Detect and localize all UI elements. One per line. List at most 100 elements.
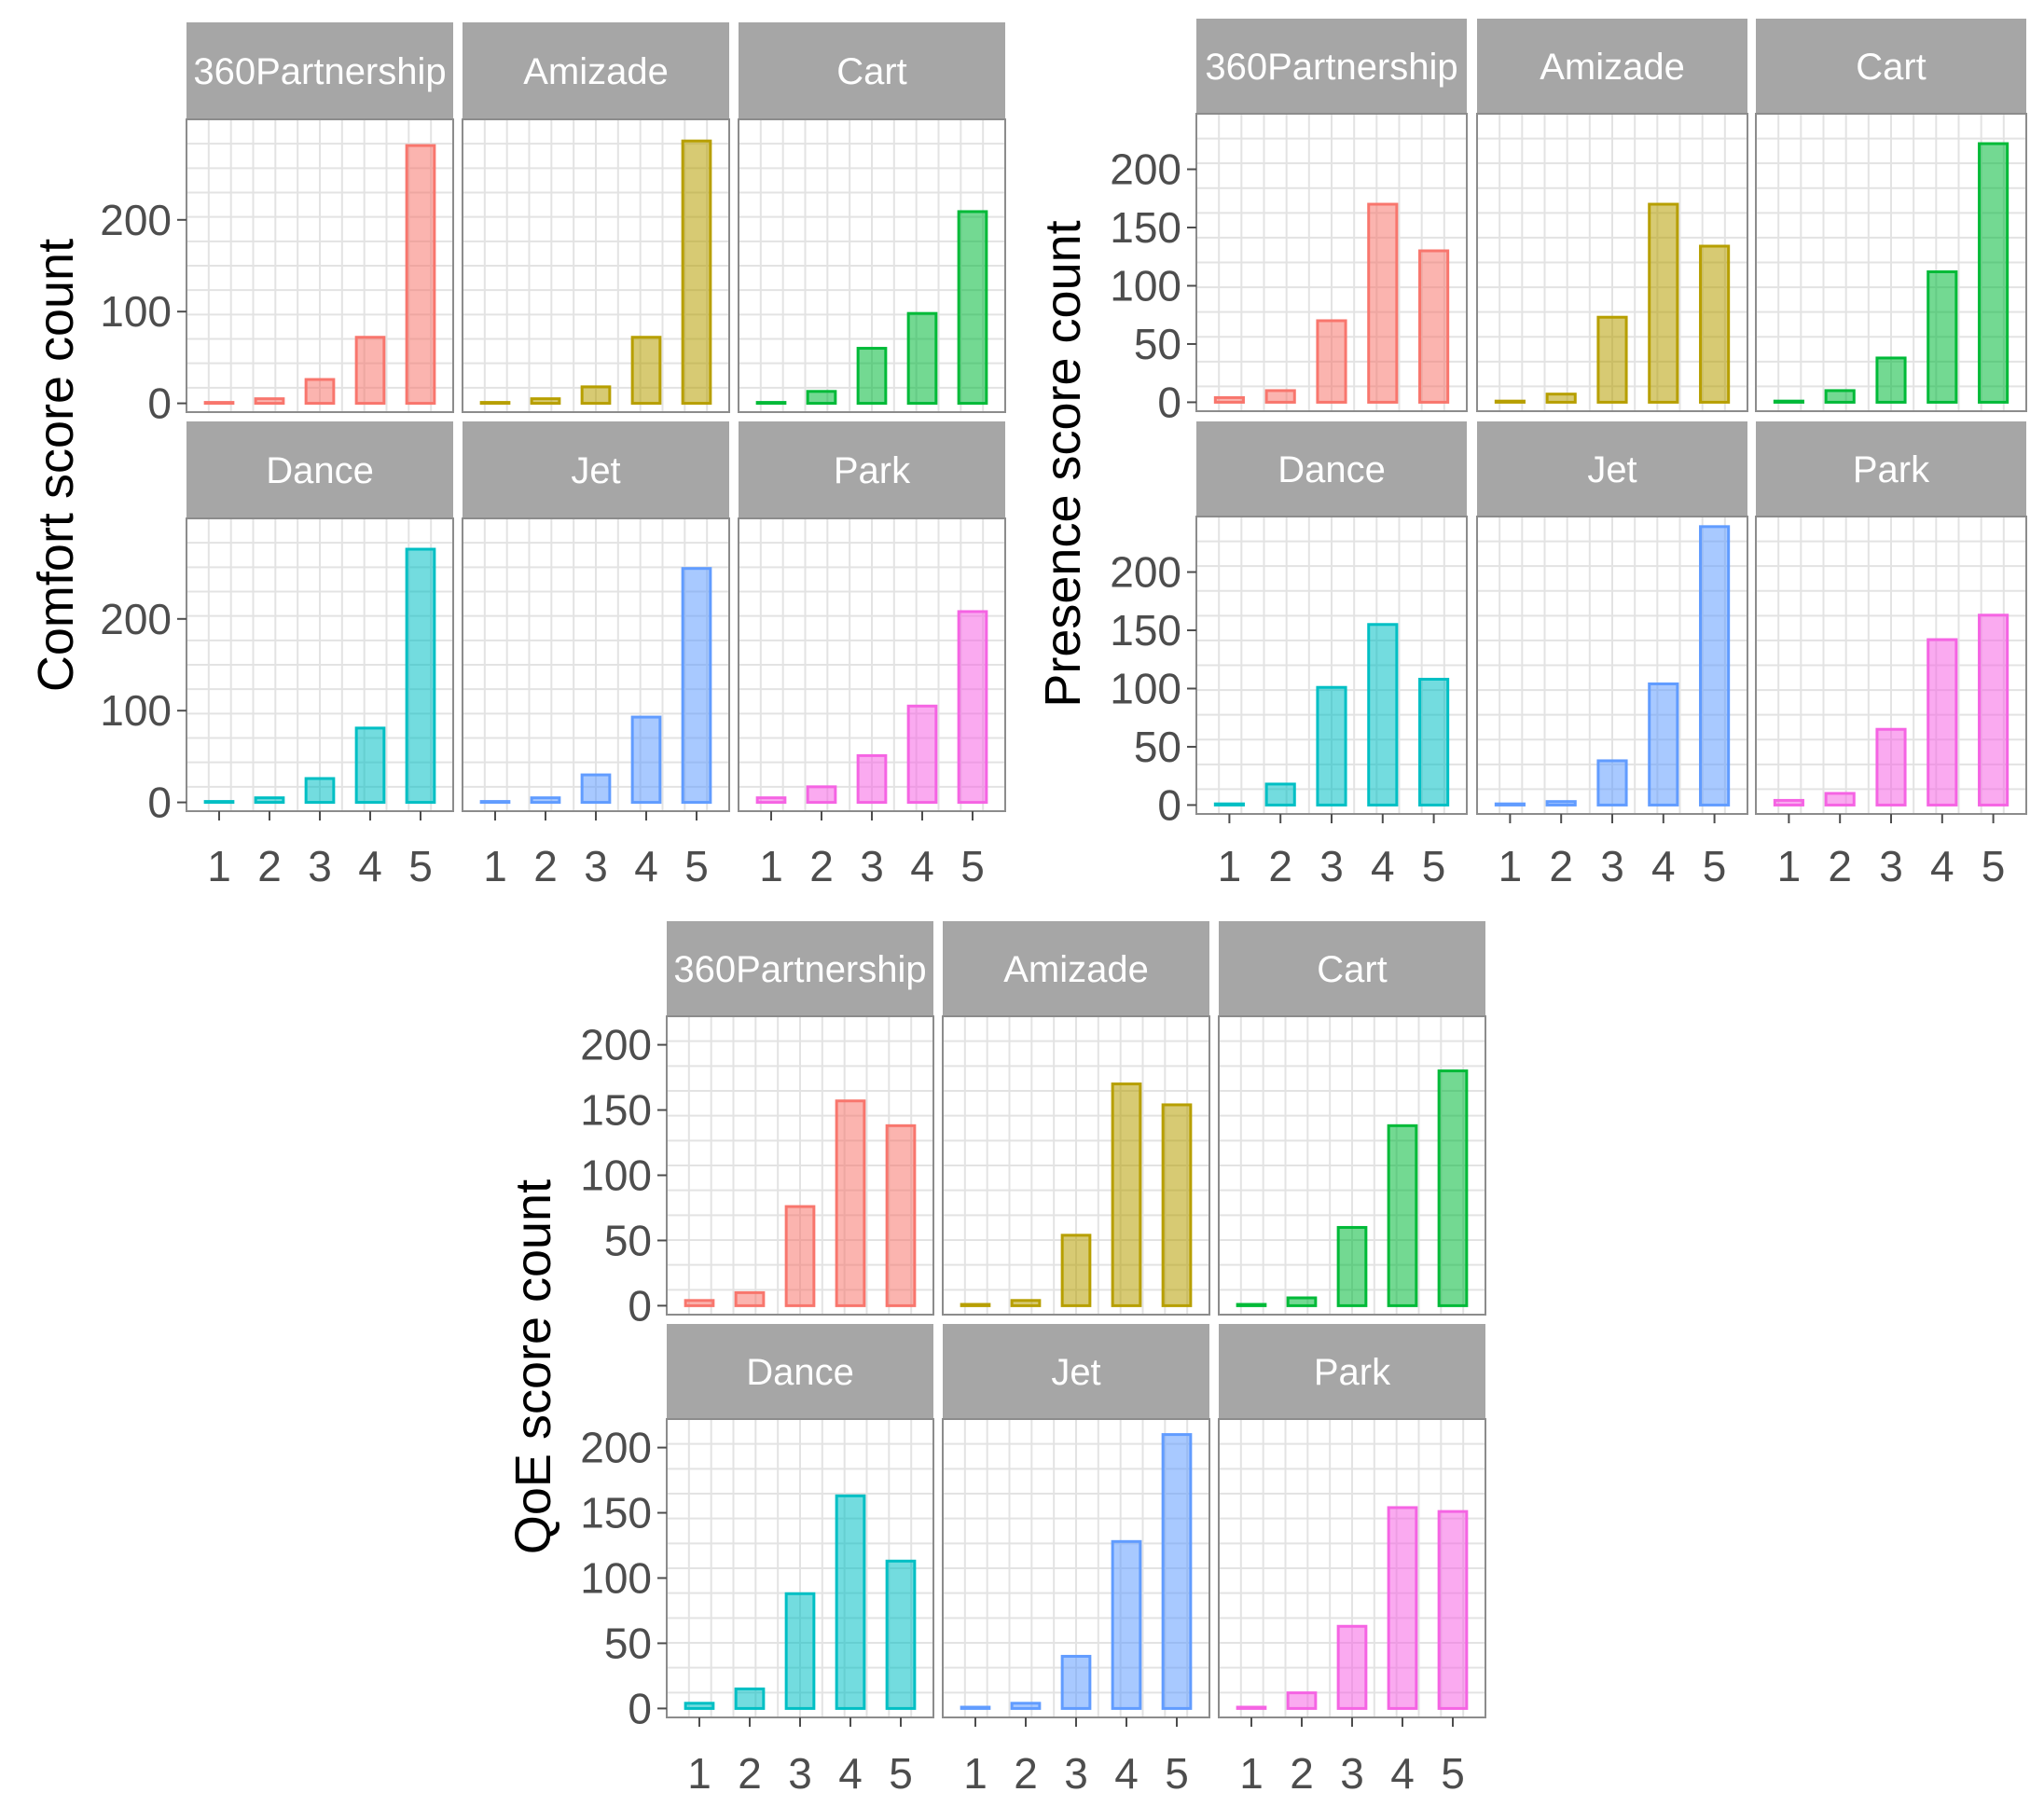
facet-panel: Park 1 2 3 4 5: [1218, 1324, 1486, 1798]
facet-strip-label: 360Partnership: [193, 51, 446, 92]
facet-strip-label: Amizade: [1003, 949, 1149, 990]
bar: [530, 397, 561, 406]
bar: [1387, 1506, 1418, 1710]
bar: [254, 397, 285, 406]
bar: [1927, 269, 1958, 404]
x-tick-label: 2: [738, 1749, 762, 1798]
facet-strip: [1756, 421, 2026, 517]
bar: [354, 726, 386, 805]
x-tick-label: 1: [759, 842, 783, 890]
bar: [1286, 1691, 1318, 1710]
bar: [1773, 399, 1804, 404]
bar: [1213, 395, 1245, 404]
x-tick-label: 1: [1777, 842, 1802, 890]
y-tick-label: 100: [100, 686, 172, 735]
facet-strip-label: 360Partnership: [673, 949, 926, 990]
bar: [1236, 1303, 1267, 1307]
x-tick-label: 1: [483, 842, 507, 890]
bar: [1264, 389, 1296, 404]
x-tick-label: 5: [684, 842, 709, 890]
chart-layer: 360Partnership 0 100 200 Amizade Cart Dance 0 10…: [28, 19, 2027, 1798]
bar: [835, 1099, 866, 1307]
x-tick-label: 3: [788, 1749, 812, 1798]
x-tick-label: 5: [1441, 1749, 1465, 1798]
facet-panel: 360Partnership 0 50 100 150 200: [580, 921, 934, 1330]
panel-border: [1476, 113, 1748, 412]
x-tick-label: 4: [634, 842, 658, 890]
facet-strip-label: Park: [1853, 449, 1930, 490]
x-tick-label: 1: [687, 1749, 711, 1798]
bar: [1978, 142, 2009, 404]
x-tick-label: 1: [1239, 1749, 1264, 1798]
facet-strip: [943, 1324, 1209, 1419]
bar: [1387, 1124, 1418, 1307]
y-tick-label: 150: [1110, 606, 1181, 655]
panel-border: [1195, 113, 1468, 412]
y-tick-label: 0: [147, 379, 172, 428]
facet-strip: [1219, 921, 1485, 1016]
facet-strip-label: Cart: [1856, 47, 1927, 88]
bar: [254, 796, 285, 805]
x-tick-label: 1: [1498, 842, 1523, 890]
y-tick-label: 50: [1134, 723, 1181, 771]
x-tick-label: 4: [1930, 842, 1954, 890]
bar: [1010, 1702, 1042, 1710]
bar: [1316, 319, 1347, 404]
facet-panel: Dance 0 50 100 150 200 1 2 3 4 5: [580, 1324, 934, 1798]
facet-strip: [1196, 19, 1467, 114]
x-tick-label: 5: [889, 1749, 913, 1798]
bar: [1264, 782, 1296, 806]
bar: [354, 336, 386, 406]
facet-panel: Cart: [738, 22, 1006, 413]
y-tick-label: 150: [580, 1489, 652, 1537]
y-axis-title: QoE score count: [505, 1179, 561, 1554]
x-tick-label: 4: [910, 842, 934, 890]
facet-strip: [463, 22, 729, 119]
facet-panel: Jet 1 2 3 4 5: [942, 1324, 1210, 1798]
x-tick-label: 2: [533, 842, 558, 890]
y-tick-label: 50: [604, 1216, 652, 1264]
bar: [405, 547, 436, 805]
bar: [304, 378, 336, 406]
y-tick-label: 200: [100, 595, 172, 643]
x-tick-label: 2: [1014, 1749, 1038, 1798]
bar: [684, 1702, 715, 1710]
bar: [835, 1494, 866, 1710]
bar: [806, 390, 837, 406]
bar: [684, 1299, 715, 1307]
bar: [906, 311, 938, 406]
bar: [1875, 356, 1907, 404]
y-tick-label: 0: [1157, 378, 1181, 426]
bar: [1010, 1299, 1042, 1307]
bar: [856, 347, 888, 406]
bar: [1545, 800, 1577, 806]
x-tick-label: 4: [838, 1749, 863, 1798]
bar: [1824, 389, 1856, 404]
bar: [580, 385, 612, 406]
panel-border: [462, 118, 730, 413]
facet-panel: Cart: [1218, 921, 1486, 1316]
facet-strip-label: Dance: [1278, 449, 1386, 490]
y-tick-label: 100: [580, 1151, 652, 1199]
bar: [1060, 1654, 1092, 1710]
facet-strip-label: Jet: [1587, 449, 1637, 490]
facet-strip-label: 360Partnership: [1205, 47, 1457, 88]
y-tick-label: 200: [100, 196, 172, 244]
facet-strip-label: Jet: [571, 450, 620, 491]
bar: [1596, 759, 1628, 806]
bar: [960, 1705, 991, 1710]
y-tick-label: 50: [1134, 320, 1181, 368]
x-tick-label: 2: [1549, 842, 1573, 890]
bar: [1927, 638, 1958, 806]
bar: [755, 401, 787, 406]
bar: [1286, 1296, 1318, 1307]
bar: [630, 336, 662, 406]
bar: [1648, 202, 1679, 404]
panel-border: [666, 1015, 934, 1316]
x-tick-label: 5: [1703, 842, 1727, 890]
y-tick-label: 200: [1110, 548, 1181, 597]
bar: [1161, 1433, 1193, 1710]
facet-panel: Dance 0 50 100 150 200 1 2 3 4 5: [1110, 421, 1468, 890]
y-tick-label: 100: [100, 287, 172, 336]
